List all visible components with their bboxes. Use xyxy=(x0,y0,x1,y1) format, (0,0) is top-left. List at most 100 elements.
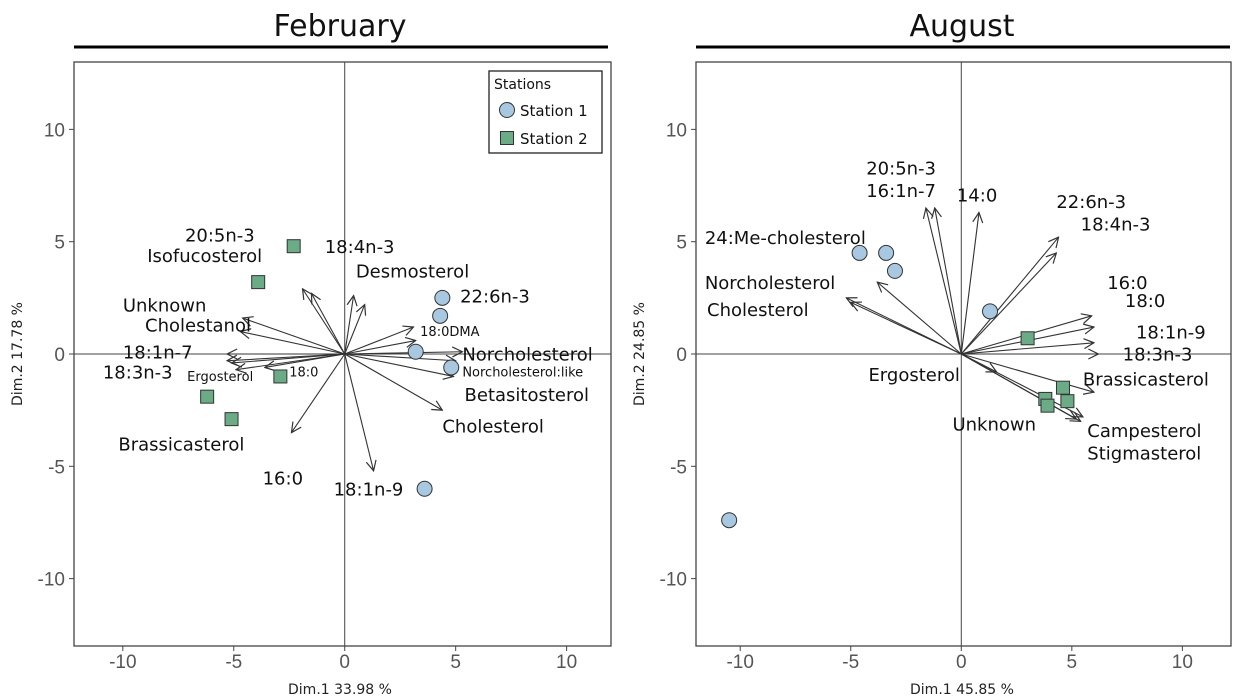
station-1-point xyxy=(878,244,895,261)
variable-label: 18:0 xyxy=(289,365,318,380)
panel-february: February -10 -5 0 5 10 -10 -5 0 5 10 Dim.1 33.98 % D… xyxy=(10,9,612,698)
variable-label: 20:5n-3 xyxy=(185,226,255,247)
station-1-point xyxy=(434,289,451,306)
loading-arrow-norcholesterol xyxy=(344,352,463,354)
variable-label: 22:6n-3 xyxy=(460,286,530,307)
y-tick-label: 5 xyxy=(54,233,65,254)
panel-august: August -10 -5 0 5 10 -10 -5 0 5 10 Dim.1 45.85 % Dim… xyxy=(632,9,1232,698)
variable-label: 16:0 xyxy=(263,468,303,489)
variable-label: Cholesterol xyxy=(707,300,809,321)
loading-arrow-campesterol xyxy=(961,353,1080,421)
variable-label: 20:5n-3 xyxy=(866,158,936,179)
panel-title: February xyxy=(274,9,407,44)
variable-label: Norcholesterol:like xyxy=(462,365,583,380)
variable-label: 18:3n-3 xyxy=(103,363,173,384)
station-2-point xyxy=(224,412,239,427)
station-1-point xyxy=(851,244,868,261)
x-tick-label: 0 xyxy=(956,652,967,673)
loading-arrow-16-1n-7 xyxy=(935,208,962,355)
x-tick-label: 10 xyxy=(556,652,577,673)
variable-label: Brassicasterol xyxy=(1083,369,1209,390)
loading-arrow-desmosterol xyxy=(344,305,365,355)
station-2-point xyxy=(273,369,288,384)
variable-label: Ergosterol xyxy=(868,365,959,386)
variable-label: Unknown xyxy=(952,414,1036,435)
variable-label: Brassicasterol xyxy=(118,435,244,456)
variable-label: Stigmasterol xyxy=(1087,444,1201,465)
station-2-point xyxy=(1060,394,1075,409)
x-tick-label: 0 xyxy=(339,652,350,673)
loading-arrow-20-5n-3 xyxy=(926,208,962,355)
station-1-point xyxy=(721,512,738,529)
station-1-point xyxy=(407,343,424,360)
loading-arrow-16-0 xyxy=(291,353,346,433)
x-tick-label: -5 xyxy=(225,652,242,673)
y-tick-label: -10 xyxy=(660,570,687,591)
x-tick-label: -10 xyxy=(726,652,753,673)
variable-label: Betasitosterol xyxy=(465,385,589,406)
loading-arrow-18-4n-3 xyxy=(960,253,1056,355)
variable-label: 18:4n-3 xyxy=(325,237,395,258)
x-tick-label: -10 xyxy=(109,652,136,673)
legend: Stations Station 1 Station 2 xyxy=(488,70,603,154)
variable-label: Desmosterol xyxy=(356,262,469,283)
variable-label: Ergosterol xyxy=(187,370,253,385)
loading-arrow-isofucosterol xyxy=(311,293,346,355)
loading-arrow-18-1n-9 xyxy=(961,343,1094,355)
loading-arrow-22-6n-3 xyxy=(960,237,1058,355)
variable-label: Norcholesterol xyxy=(705,273,835,294)
y-axis-label: Dim.2 24.85 % xyxy=(632,302,648,406)
legend-item-label: Station 1 xyxy=(520,102,588,120)
variable-label: Cholestanol xyxy=(145,316,251,337)
variable-label: 14:0 xyxy=(957,185,997,206)
loading-arrow-norcholesterol-like xyxy=(344,353,456,361)
x-tick-label: 5 xyxy=(450,652,461,673)
legend-item-label: Station 2 xyxy=(520,130,588,148)
station-2-point xyxy=(251,275,266,290)
variable-label: 18:0 xyxy=(1125,291,1165,312)
legend-circle-icon xyxy=(499,102,515,118)
x-tick-label: -5 xyxy=(842,652,859,673)
y-tick-label: 10 xyxy=(44,120,65,141)
loading-arrow-unknown xyxy=(243,318,345,355)
legend-title: Stations xyxy=(494,77,551,93)
variable-label: 16:0 xyxy=(1107,273,1147,294)
x-tick-label: 10 xyxy=(1172,652,1193,673)
y-tick-label: 0 xyxy=(676,345,687,366)
variable-label: 18:4n-3 xyxy=(1081,214,1151,235)
station-1-point xyxy=(886,262,903,279)
loading-arrow-14-0 xyxy=(960,212,979,355)
loading-arrow-cholesterol xyxy=(851,302,962,355)
x-tick-label: 5 xyxy=(1067,652,1078,673)
loading-arrow-betasitosterol xyxy=(344,353,454,376)
loading-arrow-18-4n-3 xyxy=(344,296,354,355)
legend-square-icon xyxy=(500,131,514,145)
station-2-point xyxy=(200,389,215,404)
loading-arrow-18-1n-9 xyxy=(344,353,374,471)
loading-arrow-22-6n-3 xyxy=(344,327,414,355)
variable-label: 18:1n-9 xyxy=(1136,322,1206,343)
variable-label: 18:1n-9 xyxy=(334,480,404,501)
station-1-point xyxy=(432,307,449,324)
variable-label: Isofucosterol xyxy=(147,246,262,267)
station-2-point xyxy=(286,239,301,254)
x-axis-label: Dim.1 33.98 % xyxy=(288,682,392,698)
station-2-point xyxy=(1040,398,1055,413)
variable-label: Campesterol xyxy=(1087,421,1201,442)
y-tick-label: 0 xyxy=(54,345,65,366)
y-axis-label: Dim.2 17.78 % xyxy=(10,302,26,406)
variable-label: Norcholesterol xyxy=(462,345,592,366)
loading-arrow-18-0dma xyxy=(344,341,416,355)
loading-arrow-24-me-cholesterol xyxy=(877,282,962,355)
variable-label: 16:1n-7 xyxy=(866,181,936,202)
variable-label: 22:6n-3 xyxy=(1056,192,1126,213)
loading-arrow-18-3n-3 xyxy=(227,353,345,361)
loading-arrow-18-0 xyxy=(265,353,345,367)
variable-label: 18:0DMA xyxy=(420,325,479,340)
variable-label: Unknown xyxy=(123,295,207,316)
y-tick-label: -5 xyxy=(670,457,687,478)
station-2-point xyxy=(1055,380,1070,395)
station-1-point xyxy=(443,359,460,376)
